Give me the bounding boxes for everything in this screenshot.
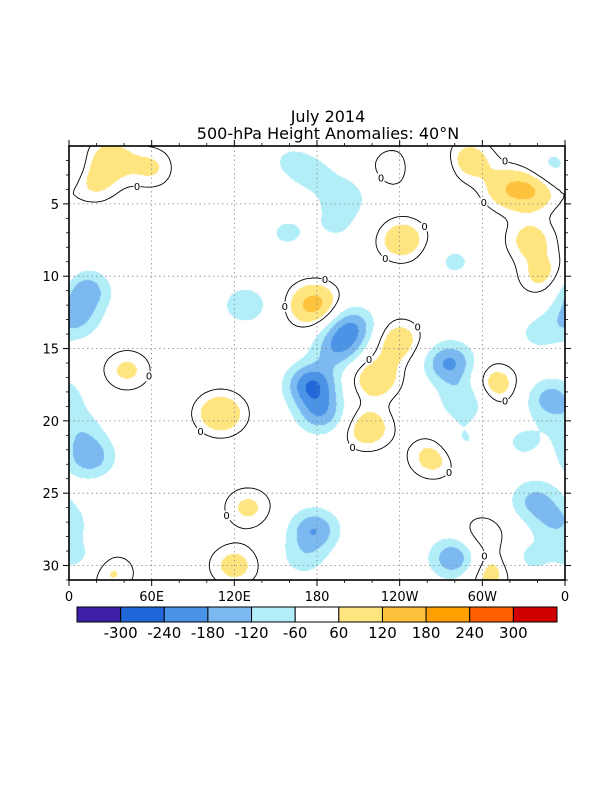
- contour-label: 0: [502, 397, 508, 408]
- contour-label-bg: [381, 253, 389, 264]
- x-tick-label: 120E: [218, 590, 251, 605]
- colorbar-label: -240: [147, 624, 181, 642]
- y-tick-label: 30: [42, 560, 59, 575]
- contour-label: 0: [378, 174, 384, 185]
- contour-label: 0: [446, 468, 452, 479]
- contour-labels: 0 0 0 0 0 0 0 0 0 0 0 0 0 0 0 0 0: [133, 155, 509, 562]
- plot-area: [69, 146, 565, 580]
- x-tick-label: 60W: [468, 590, 498, 605]
- contour-label: 0: [366, 355, 372, 366]
- x-tick-label: 120W: [381, 590, 419, 605]
- y-tick-label: 20: [42, 415, 59, 430]
- contour-label-bg: [501, 155, 509, 166]
- contour-label: 0: [223, 511, 229, 522]
- y-tick-label: 25: [42, 487, 59, 502]
- x-tick-label: 60E: [139, 590, 164, 605]
- contour-label: 0: [349, 443, 355, 454]
- colorbar-label: -300: [104, 624, 138, 642]
- contour-label-bg: [480, 197, 488, 208]
- contour-label-bg: [480, 550, 488, 561]
- colorbar-label: -120: [235, 624, 269, 642]
- colorbar-swatch: [251, 606, 296, 623]
- colorbar-swatch: [425, 606, 471, 623]
- y-tick-label: 10: [42, 270, 59, 285]
- contour-label: 0: [502, 156, 508, 167]
- colorbar-swatch: [294, 606, 340, 623]
- colorbar-swatch: [338, 606, 383, 623]
- colorbar-label: -60: [283, 624, 308, 642]
- colorbar-swatch: [512, 606, 558, 623]
- x-axis: 0 60E 120E 180 120W 60W 0: [65, 140, 569, 605]
- colorbar-label: 300: [499, 624, 528, 642]
- contour-label-bg: [421, 221, 429, 232]
- y-axis: 5 10 15 20 25 30: [42, 160, 571, 581]
- colorbar-label: 60: [329, 624, 348, 642]
- colorbar-swatch: [469, 606, 514, 623]
- contour-label: 0: [134, 182, 140, 193]
- colorbar-label: 120: [368, 624, 397, 642]
- contour-label-bg: [414, 321, 422, 332]
- contour-label-bg: [445, 467, 453, 478]
- contour-label-bg: [223, 510, 231, 521]
- colorbar-swatch: [381, 606, 427, 623]
- colorbar-label: -180: [191, 624, 225, 642]
- contour-label: 0: [382, 254, 388, 265]
- contour-label: 0: [481, 551, 487, 562]
- colorbar-label: 180: [412, 624, 441, 642]
- contour-label-bg: [133, 181, 141, 192]
- colorbar: [76, 606, 558, 623]
- colorbar-label: 240: [455, 624, 484, 642]
- contour-label: 0: [282, 302, 288, 313]
- x-tick-label: 180: [305, 590, 330, 605]
- contour-label: 0: [322, 275, 328, 286]
- grid-lines: [69, 146, 565, 580]
- contour-label-bg: [321, 274, 329, 285]
- x-tick-label: 0: [561, 590, 569, 605]
- y-tick-label: 5: [51, 198, 59, 213]
- contour-label: 0: [414, 322, 420, 333]
- chart-title: July 2014: [290, 107, 366, 126]
- colorbar-swatch: [207, 606, 253, 623]
- contour-label: 0: [197, 427, 203, 438]
- contour-label: 0: [421, 222, 427, 233]
- contour-label-bg: [501, 396, 509, 407]
- colorbar-swatch: [120, 606, 165, 623]
- contour-label-bg: [145, 371, 153, 382]
- contour-label-bg: [281, 301, 289, 312]
- x-tick-label: 0: [65, 590, 73, 605]
- colorbar-swatch: [76, 606, 122, 623]
- chart-subtitle: 500-hPa Height Anomalies: 40°N: [197, 124, 459, 143]
- contour-label-bg: [197, 426, 205, 437]
- y-tick-label: 15: [42, 343, 59, 358]
- contour-label: 0: [481, 198, 487, 209]
- colorbar-labels: -300 -240 -180 -120 -60 60 120 180 240 300: [104, 624, 528, 642]
- contour-label-bg: [349, 442, 357, 453]
- contour-label: 0: [146, 372, 152, 383]
- contour-label-bg: [365, 354, 373, 365]
- colorbar-swatch: [163, 606, 209, 623]
- contour-label-bg: [377, 173, 385, 184]
